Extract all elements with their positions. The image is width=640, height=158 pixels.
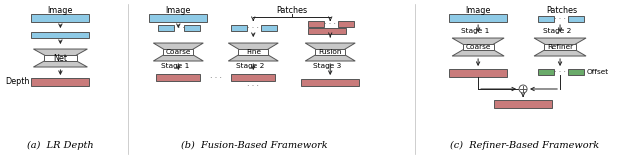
Bar [449, 14, 507, 22]
Circle shape [519, 85, 527, 93]
Bar [261, 25, 277, 31]
Text: · · ·: · · · [247, 82, 259, 91]
Text: Stage 2: Stage 2 [236, 63, 264, 69]
Bar [308, 28, 346, 34]
Bar [184, 25, 200, 31]
Polygon shape [154, 52, 204, 61]
Text: Offset: Offset [587, 69, 609, 75]
Text: Coarse: Coarse [465, 44, 491, 50]
Text: · · ·: · · · [554, 67, 566, 76]
Bar [568, 69, 584, 75]
Bar [238, 49, 268, 55]
Text: Net: Net [53, 54, 67, 63]
Bar [545, 44, 575, 50]
Text: · · ·: · · · [173, 24, 185, 33]
Text: Coarse: Coarse [166, 49, 191, 55]
Bar [538, 16, 554, 22]
Polygon shape [33, 58, 88, 67]
Bar [156, 74, 200, 81]
Bar [301, 79, 359, 86]
Bar [494, 100, 552, 108]
Polygon shape [305, 52, 355, 61]
Bar [231, 25, 247, 31]
Bar [316, 49, 345, 55]
Polygon shape [33, 49, 88, 58]
Bar [338, 21, 354, 27]
Bar [31, 78, 90, 86]
Bar [231, 74, 275, 81]
Text: Stage 3: Stage 3 [313, 63, 341, 69]
Text: · · ·: · · · [554, 15, 566, 24]
Text: Fine: Fine [246, 49, 260, 55]
Polygon shape [452, 38, 504, 47]
Polygon shape [305, 43, 355, 52]
Text: Stage 2: Stage 2 [543, 28, 572, 34]
Text: (a)  LR Depth: (a) LR Depth [27, 141, 93, 150]
Text: · · ·: · · · [247, 24, 259, 33]
Text: · · ·: · · · [210, 73, 221, 82]
Text: Refiner: Refiner [547, 44, 573, 50]
Polygon shape [154, 43, 204, 52]
Text: Patches: Patches [547, 6, 578, 15]
Text: Stage 1: Stage 1 [461, 28, 490, 34]
Polygon shape [452, 47, 504, 56]
Text: Image: Image [48, 6, 73, 15]
Polygon shape [228, 52, 278, 61]
Text: Depth: Depth [5, 77, 29, 86]
Text: (b)  Fusion-Based Framework: (b) Fusion-Based Framework [181, 141, 328, 150]
Bar [44, 55, 77, 61]
Bar [568, 16, 584, 22]
Bar [463, 44, 493, 50]
Text: Image: Image [166, 6, 191, 15]
Bar [449, 69, 507, 77]
Text: Patches: Patches [276, 6, 307, 15]
Text: · · ·: · · · [324, 20, 336, 29]
Text: Image: Image [465, 6, 491, 15]
Text: (c)  Refiner-Based Framework: (c) Refiner-Based Framework [449, 141, 598, 150]
Polygon shape [228, 43, 278, 52]
Bar [158, 25, 174, 31]
Bar [163, 49, 193, 55]
Bar [31, 32, 90, 38]
Text: Fusion: Fusion [319, 49, 342, 55]
Bar [538, 69, 554, 75]
Bar [31, 14, 90, 22]
Bar [149, 14, 207, 22]
Bar [308, 21, 324, 27]
Text: Stage 1: Stage 1 [161, 63, 189, 69]
Polygon shape [534, 47, 586, 56]
Polygon shape [534, 38, 586, 47]
